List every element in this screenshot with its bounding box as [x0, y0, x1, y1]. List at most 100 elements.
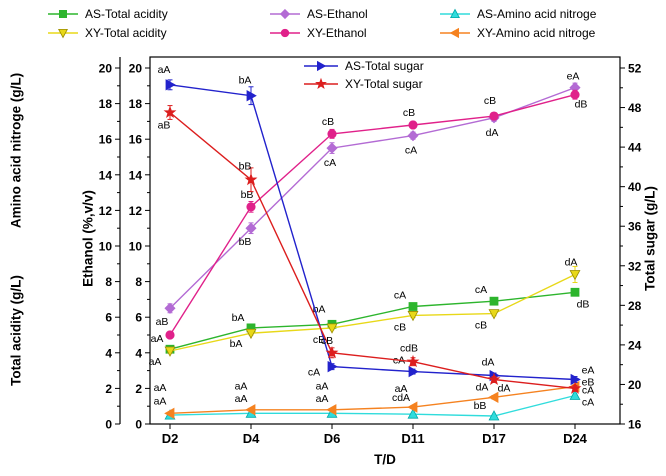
significance-label: bA [230, 338, 243, 350]
triangle-down-marker-icon [48, 28, 78, 38]
legend-item-as-total-sugar[interactable]: AS-Total sugar [302, 57, 424, 74]
significance-label: dA [482, 357, 495, 369]
significance-label: aA [316, 380, 329, 392]
x-tick-label: D4 [243, 431, 260, 446]
circle-marker-icon [246, 202, 256, 212]
triangle-down-marker-icon [164, 346, 176, 357]
tick-label: 48 [628, 101, 642, 115]
legend-item-as-amino[interactable]: AS-Amino acid nitroge [438, 5, 596, 22]
error-bars [167, 82, 578, 314]
series-as-total-sugar: aA bA cA cA dA eA [158, 64, 594, 386]
legend-item-xy-total-sugar[interactable]: XY-Total sugar [302, 75, 424, 92]
triangle-right-marker-icon [316, 60, 327, 71]
tick-label: 0 [135, 418, 142, 432]
significance-label: aB [156, 316, 169, 328]
significance-label: cB [403, 107, 415, 119]
diamond-marker-icon [270, 8, 300, 19]
star-marker-icon [315, 77, 327, 89]
circle-marker-icon [270, 28, 300, 37]
triangle-right-marker-icon [327, 360, 338, 373]
x-axis: D2 D4 D6 D11 D17 D24 [162, 424, 588, 446]
tick-label: 20 [628, 378, 642, 392]
significance-label: cA [475, 284, 487, 296]
significance-label: cB [322, 116, 334, 128]
diamond-marker-icon [407, 130, 419, 142]
tick-label: 6 [105, 311, 112, 325]
triangle-left-marker-icon [407, 401, 418, 413]
triangle-left-marker-icon [245, 404, 256, 416]
triangle-left-marker-icon [488, 391, 499, 403]
series-line-xy-ethanol [169, 94, 576, 336]
significance-label: aA [151, 333, 164, 345]
series-as-ethanol: bB cA cA dA eA [164, 71, 581, 314]
series-line-as-amino-acid-nitroge [169, 394, 576, 417]
circle-marker-icon [489, 111, 499, 121]
x-tick-label: D24 [563, 431, 588, 446]
legend-item-as-ethanol[interactable]: AS-Ethanol [268, 5, 368, 22]
significance-label: cA [324, 157, 336, 169]
y-axis-sugar: 16 20 24 28 32 36 40 44 48 52 [620, 62, 642, 432]
legend-item-as-total-acidity[interactable]: AS-Total acidity [46, 5, 168, 22]
significance-label: cA [308, 367, 320, 379]
series-line-xy-total-acidity [169, 273, 576, 352]
star-marker-icon [487, 372, 501, 385]
series-line-as-total-acidity [169, 291, 576, 350]
significance-label: bA [239, 75, 252, 87]
legend-column-amino: AS-Amino acid nitroge XY-Amino acid nitr… [438, 5, 596, 41]
significance-label: cB [394, 321, 406, 333]
tick-label: 2 [105, 382, 112, 396]
significance-label: dA [565, 256, 578, 268]
tick-label: 32 [628, 259, 642, 273]
series-line-as-ethanol [169, 86, 576, 309]
triangle-down-marker-icon [58, 28, 68, 38]
legend-item-xy-amino[interactable]: XY-Amino acid nitroge [438, 24, 596, 41]
circle-marker-icon [280, 28, 290, 37]
y-axis-title-sugar: Total sugar (g/L) [642, 186, 658, 291]
y-axis-title-acidity: Total acidity (g/L) [8, 275, 24, 386]
triangle-left-marker-icon [449, 27, 460, 38]
legend-label: XY-Amino acid nitroge [477, 25, 596, 40]
tick-label: 16 [129, 133, 143, 147]
significance-label: aA [235, 380, 248, 392]
legend-item-xy-total-acidity[interactable]: XY-Total acidity [46, 24, 168, 41]
tick-label: 0 [105, 418, 112, 432]
significance-label: cdA [392, 392, 410, 404]
tick-label: 40 [628, 180, 642, 194]
tick-label: 10 [99, 240, 113, 254]
significance-label: aA [158, 64, 171, 76]
tick-label: 4 [105, 346, 112, 360]
square-marker-icon [408, 302, 418, 311]
significance-label: dA [476, 381, 489, 393]
significance-label: cB [313, 334, 325, 346]
significance-label: aA [149, 356, 162, 368]
significance-label: dB [577, 298, 590, 310]
x-axis-title: T/D [374, 452, 396, 467]
triangle-down-marker-icon [407, 311, 419, 322]
significance-label: eB [582, 376, 595, 388]
significance-label: cA [405, 145, 417, 157]
legend-item-xy-ethanol[interactable]: XY-Ethanol [268, 24, 368, 41]
significance-label: cA [582, 385, 594, 397]
tick-label: 20 [129, 62, 143, 76]
significance-label: bA [232, 312, 245, 324]
star-marker-icon [163, 105, 177, 118]
triangle-down-marker-icon [245, 328, 257, 340]
x-tick-label: D17 [482, 431, 506, 446]
tick-label: 24 [628, 338, 642, 352]
tick-label: 4 [135, 346, 142, 360]
legend-label: XY-Ethanol [307, 25, 367, 40]
significance-label: aA [316, 393, 329, 405]
significance-label: eA [567, 71, 580, 83]
star-marker-icon [304, 77, 338, 89]
diamond-marker-icon [279, 8, 291, 19]
triangle-up-marker-icon [407, 408, 419, 419]
y-axis-acidity-amino: 0 2 4 6 8 10 12 14 16 18 20 [99, 57, 121, 432]
legend-label: AS-Total sugar [345, 58, 424, 73]
circle-marker-icon [327, 129, 337, 139]
tick-label: 2 [135, 382, 142, 396]
y-axis-title-ethanol: Ethanol (%,v/v) [80, 190, 96, 287]
triangle-right-marker-icon [408, 365, 419, 378]
